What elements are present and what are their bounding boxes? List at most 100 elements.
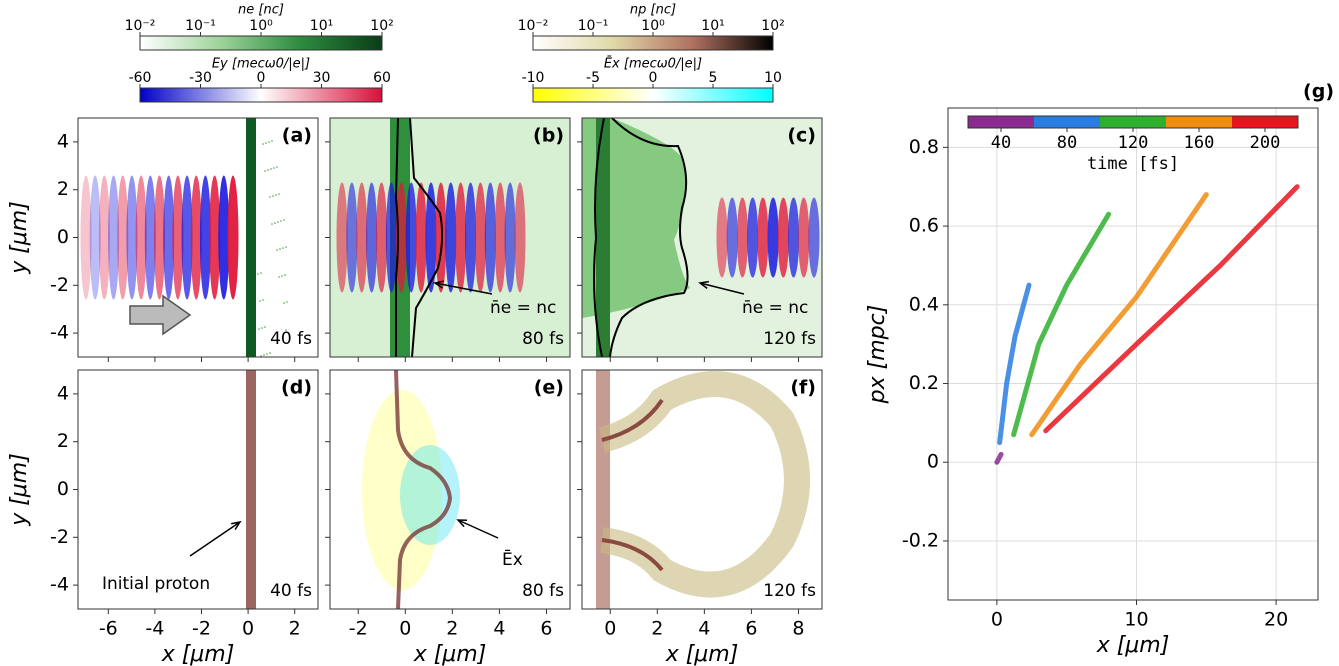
colorbar-label: Ey [mecω0/|e|] bbox=[212, 57, 310, 72]
image-shape bbox=[282, 247, 284, 249]
image-shape bbox=[258, 328, 260, 330]
image-shape bbox=[278, 193, 280, 195]
image-shape bbox=[273, 167, 275, 169]
y-tick-label: 0 bbox=[927, 451, 939, 473]
image-shape bbox=[274, 222, 276, 224]
time-label: 120 fs bbox=[763, 329, 816, 349]
colorbar-tick-label: 200 bbox=[1250, 133, 1281, 153]
panel-label: (g) bbox=[1303, 81, 1334, 103]
image-shape bbox=[788, 197, 800, 278]
y-tick-label: 4 bbox=[57, 130, 69, 152]
panel-label: (f) bbox=[790, 377, 816, 399]
x-tick-label: 8 bbox=[792, 618, 804, 640]
x-tick-label: 2 bbox=[651, 618, 663, 640]
image-shape bbox=[504, 182, 516, 293]
momentum-streak bbox=[1029, 192, 1209, 438]
image-shape bbox=[596, 118, 610, 357]
image-shape bbox=[135, 175, 147, 300]
x-tick-label: -4 bbox=[145, 618, 164, 640]
colorbar bbox=[532, 35, 774, 51]
image-shape bbox=[356, 182, 368, 293]
image-shape bbox=[415, 182, 427, 293]
image-shape bbox=[798, 197, 810, 278]
image-shape bbox=[385, 182, 397, 293]
annotation: n̄e = nc bbox=[742, 298, 808, 318]
image-shape bbox=[265, 142, 267, 144]
colorbar-band bbox=[1034, 116, 1100, 128]
plot-frame bbox=[947, 107, 1319, 601]
image-shape bbox=[484, 182, 496, 293]
y-tick-label: -4 bbox=[50, 322, 69, 344]
image-shape bbox=[199, 175, 211, 300]
colorbar-label: ne [nc] bbox=[238, 3, 284, 18]
colorbar-tick-label: 120 bbox=[1118, 133, 1149, 153]
momentum-streak bbox=[997, 282, 1032, 446]
annotation-arrow bbox=[457, 519, 499, 539]
image-shape bbox=[262, 299, 264, 301]
image-shape bbox=[395, 182, 407, 293]
colorbar bbox=[532, 87, 774, 103]
image-shape bbox=[808, 197, 820, 278]
image-shape bbox=[474, 182, 486, 293]
image-shape bbox=[777, 197, 789, 278]
image-shape bbox=[172, 175, 184, 300]
arrow-head bbox=[456, 519, 468, 528]
image-shape bbox=[757, 197, 769, 278]
image-shape bbox=[163, 175, 175, 300]
image-shape bbox=[129, 294, 192, 336]
arrow-head bbox=[433, 280, 444, 289]
colorbar-label: np [nc] bbox=[630, 3, 676, 18]
x-tick-label: 6 bbox=[540, 618, 552, 640]
panel: 0 2 4 6 8 (f) 120 fs x [μm] bbox=[577, 369, 823, 666]
image-shape bbox=[286, 301, 288, 303]
panel-image bbox=[246, 370, 256, 609]
y-axis-label: y [μm] bbox=[7, 453, 32, 527]
image-shape bbox=[284, 274, 286, 276]
image-shape bbox=[593, 118, 689, 357]
colorbar bbox=[139, 87, 383, 103]
image-shape bbox=[279, 248, 281, 250]
y-tick-label: 0 bbox=[57, 478, 69, 500]
time-label: 120 fs bbox=[763, 581, 816, 601]
image-shape bbox=[268, 141, 270, 143]
image-shape bbox=[259, 300, 261, 302]
image-shape bbox=[270, 168, 272, 170]
panel-label: (d) bbox=[281, 377, 312, 399]
y-tick-label: 0.4 bbox=[909, 293, 939, 315]
image-shape bbox=[266, 353, 268, 355]
x-tick-label: -2 bbox=[192, 618, 211, 640]
colorbar bbox=[139, 35, 383, 51]
time-label: 80 fs bbox=[522, 329, 564, 349]
image-shape bbox=[263, 354, 265, 356]
x-tick-label: 0 bbox=[604, 618, 616, 640]
colorbar-tick-label: 10⁰ bbox=[641, 18, 665, 34]
image-shape bbox=[281, 275, 283, 277]
image-shape bbox=[465, 182, 477, 293]
colorbar-band bbox=[968, 116, 1034, 128]
colorbar-tick-label: 30 bbox=[313, 70, 331, 86]
panel-label: (a) bbox=[282, 125, 312, 147]
colorbar-band bbox=[1100, 116, 1166, 128]
colorbar-tick-label: -10 bbox=[522, 70, 545, 86]
image-shape bbox=[181, 175, 193, 300]
image-shape bbox=[126, 175, 138, 300]
time-label: 80 fs bbox=[522, 581, 564, 601]
panel-image bbox=[362, 370, 460, 609]
image-shape bbox=[455, 182, 467, 293]
image-shape bbox=[362, 390, 442, 590]
panel: -6 -4 -2 0 2 -4 -2 0 2 4 (d) 40 fs x [μm] y [μm] Initi… bbox=[7, 369, 319, 666]
image-shape bbox=[394, 118, 444, 357]
image-shape bbox=[262, 143, 264, 145]
panel-label: (c) bbox=[787, 125, 816, 147]
x-tick-label: 10 bbox=[1124, 609, 1148, 631]
y-tick-label: 0.8 bbox=[909, 136, 939, 158]
image-shape bbox=[267, 169, 269, 171]
colorbar-tick-label: 40 bbox=[991, 133, 1011, 153]
image-shape bbox=[283, 302, 285, 304]
image-shape bbox=[494, 182, 506, 293]
image-shape bbox=[716, 197, 728, 278]
time-label: 40 fs bbox=[270, 581, 312, 601]
image-shape bbox=[280, 220, 282, 222]
colorbar-tick-label: 0 bbox=[649, 70, 658, 86]
image-shape bbox=[747, 197, 759, 278]
